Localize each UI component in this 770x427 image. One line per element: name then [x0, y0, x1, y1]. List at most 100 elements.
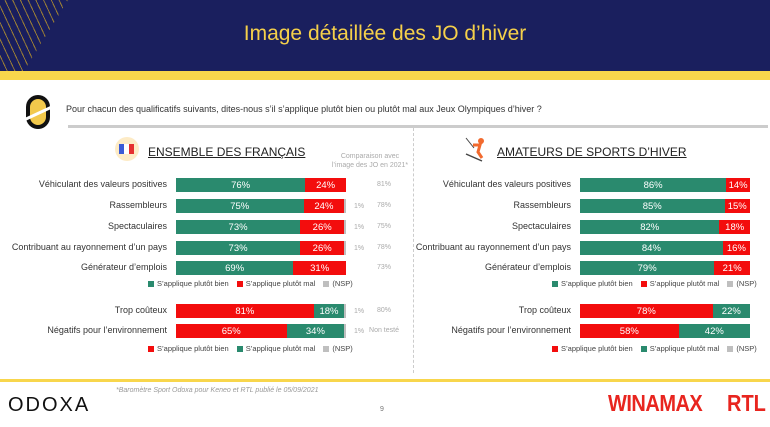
odoxa-icon [26, 95, 50, 129]
stacked-bar: 75% 24% [176, 199, 346, 213]
legend-item: S’applique plutôt bien [148, 279, 229, 288]
bar-segment: 73% [176, 241, 301, 255]
section-title-amateurs: AMATEURS DE SPORTS D’HIVER [497, 145, 687, 159]
bar-segment: 79% [580, 261, 715, 275]
legend-swatch [640, 280, 647, 287]
stacked-bar: 86% 14% [580, 178, 750, 192]
legend-swatch [148, 345, 154, 352]
legend-label: S’applique plutôt bien [157, 344, 229, 353]
row-label: Trop coûteux [518, 305, 571, 315]
vertical-divider [413, 128, 414, 373]
legend-swatch [236, 280, 243, 287]
comparison-value: 81% [376, 181, 391, 188]
nsp-value: 1% [354, 245, 365, 252]
bar-segment: 86% [580, 178, 727, 192]
stacked-bar: 76% 24% [176, 178, 346, 192]
stacked-bar: 85% 15% [580, 199, 750, 213]
question-text: Pour chacun des qualificatifs suivants, … [66, 104, 542, 114]
bar-segment: 18% [719, 220, 750, 234]
legend-item: (NSP) [727, 344, 757, 353]
stacked-bar: 58% 42% [580, 324, 750, 338]
stacked-bar: 79% 21% [580, 261, 750, 275]
divider [68, 125, 768, 128]
legend: S’applique plutôt bien S’applique plutôt … [148, 344, 353, 353]
stacked-bar: 84% 16% [580, 241, 750, 255]
legend-label: S’applique plutôt bien [157, 279, 229, 288]
legend-label: S’applique plutôt mal [245, 279, 316, 288]
legend-swatch [552, 345, 558, 352]
skier-icon [465, 137, 484, 162]
bar-segment [344, 199, 346, 213]
page-number: 9 [380, 406, 384, 413]
legend-item: S’applique plutôt mal [236, 279, 316, 288]
legend-swatch [236, 345, 243, 352]
legend-item: (NSP) [323, 344, 353, 353]
row-label: Contribuant au rayonnement d’un pays [11, 242, 167, 252]
bar-segment: 85% [580, 199, 725, 213]
legend-label: (NSP) [736, 344, 757, 353]
comparison-value: 78% [376, 244, 391, 251]
legend-item: S’applique plutôt mal [640, 279, 720, 288]
bar-segment: 24% [305, 178, 346, 192]
legend-item: (NSP) [727, 279, 757, 288]
bar-segment: 81% [176, 304, 314, 318]
legend-item: S’applique plutôt mal [236, 344, 315, 353]
stacked-bar: 82% 18% [580, 220, 750, 234]
bar-segment [344, 324, 346, 338]
legend-label: S’applique plutôt mal [649, 344, 720, 353]
bar-segment: 34% [286, 324, 345, 338]
footer-line [0, 379, 770, 382]
stacked-bar: 73% 26% [176, 220, 346, 234]
row-label: Spectaculaires [511, 221, 571, 231]
nsp-value: 1% [354, 308, 365, 315]
row-label: Spectaculaires [107, 221, 167, 231]
page-title: Image détaillée des JO d’hiver [243, 22, 527, 45]
legend-item: S’applique plutôt bien [552, 279, 633, 288]
bar-segment: 16% [722, 241, 750, 255]
row-label: Négatifs pour l’environnement [47, 325, 167, 335]
legend-swatch [727, 345, 734, 352]
legend-item: (NSP) [323, 279, 353, 288]
comparison-value: 78% [376, 202, 391, 209]
row-label: Trop coûteux [114, 305, 167, 315]
bar-segment: 21% [714, 261, 750, 275]
legend: S’applique plutôt bien S’applique plutôt … [148, 279, 353, 288]
legend-label: S’applique plutôt mal [649, 279, 720, 288]
bar-segment: 18% [313, 304, 345, 318]
legend-item: S’applique plutôt mal [640, 344, 720, 353]
stacked-bar: 78% 22% [580, 304, 750, 318]
bar-segment: 24% [303, 199, 345, 213]
legend-label: (NSP) [332, 279, 353, 288]
bar-segment: 14% [726, 178, 750, 192]
comparison-value: 73% [376, 264, 391, 271]
stacked-bar: 65% 34% [176, 324, 346, 338]
header-banner: Image détaillée des JO d’hiver [0, 0, 770, 71]
bar-segment: 65% [176, 324, 287, 338]
bar-segment: 69% [176, 261, 294, 275]
row-label: Générateur d’emplois [484, 262, 571, 272]
yellow-band [0, 71, 770, 80]
row-label: Négatifs pour l’environnement [451, 325, 571, 335]
legend-swatch [727, 280, 734, 287]
bar-segment [344, 304, 346, 318]
legend-item: S’applique plutôt bien [552, 344, 633, 353]
rtl-logo: RTL [727, 391, 766, 417]
bar-segment: 26% [300, 241, 345, 255]
bar-segment: 31% [293, 261, 346, 275]
row-label: Véhiculant des valeurs positives [442, 179, 571, 189]
nsp-value: 1% [354, 203, 365, 210]
bar-segment: 82% [580, 220, 720, 234]
comparison-header: Comparaison avec l’image des JO en 2021* [331, 153, 409, 169]
bar-segment: 84% [580, 241, 723, 255]
row-label: Véhiculant des valeurs positives [38, 179, 167, 189]
legend-item: S’applique plutôt bien [148, 344, 229, 353]
footnote: *Baromètre Sport Odoxa pour Keneo et RTL… [116, 387, 319, 394]
stacked-bar: 81% 18% [176, 304, 346, 318]
legend-swatch [323, 280, 330, 287]
row-label: Rassembleurs [513, 200, 571, 210]
row-label: Contribuant au rayonnement d’un pays [415, 242, 571, 252]
nsp-value: 1% [354, 328, 365, 335]
legend-label: S’applique plutôt bien [561, 344, 633, 353]
bar-segment: 42% [678, 324, 750, 338]
winamax-logo: WINAMAX [608, 391, 703, 417]
